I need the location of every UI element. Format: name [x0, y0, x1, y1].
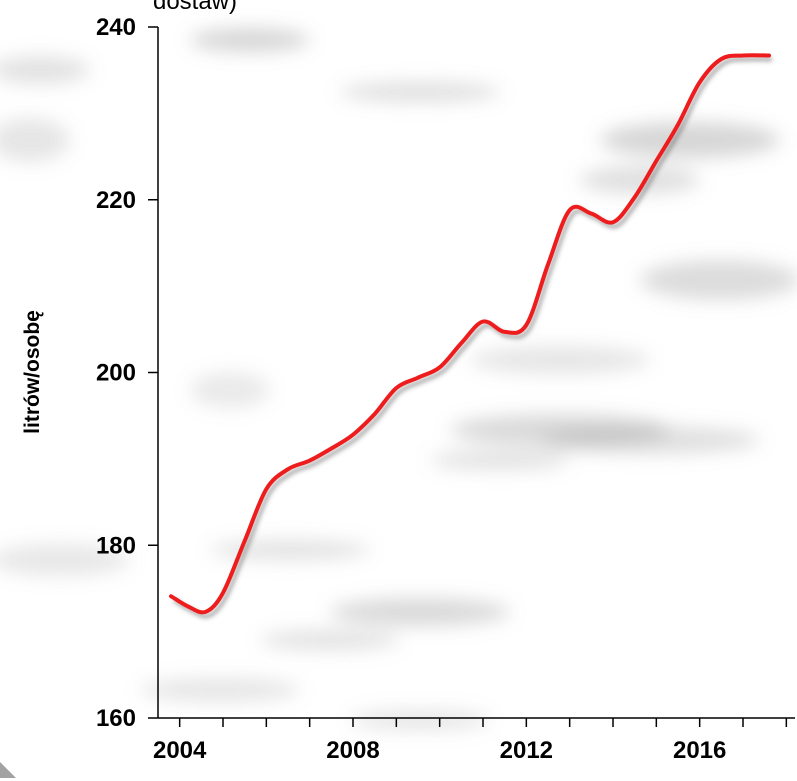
series-layer	[169, 53, 773, 619]
y-axis-title: litrów/osobę	[21, 310, 44, 434]
x-tick-label: 2016	[673, 737, 726, 764]
x-tick-label: 2012	[500, 737, 553, 764]
series-line-shadow	[172, 57, 773, 619]
series-line	[169, 53, 771, 615]
chart-title: dostaw)	[153, 0, 237, 15]
background-texture	[0, 28, 797, 730]
x-tick-label: 2008	[326, 737, 379, 764]
x-tick-label: 2004	[153, 737, 207, 764]
y-tick-label: 180	[96, 532, 136, 559]
y-tick-label: 240	[96, 14, 136, 41]
y-tick-label: 200	[96, 360, 136, 387]
y-axis-ticks: 160 180 200 220 240	[96, 14, 158, 732]
y-tick-label: 220	[96, 187, 136, 214]
resize-handle-icon	[0, 762, 16, 778]
x-axis-ticks: 2004 2008 2012 2016	[153, 718, 788, 764]
y-tick-label: 160	[96, 705, 136, 732]
